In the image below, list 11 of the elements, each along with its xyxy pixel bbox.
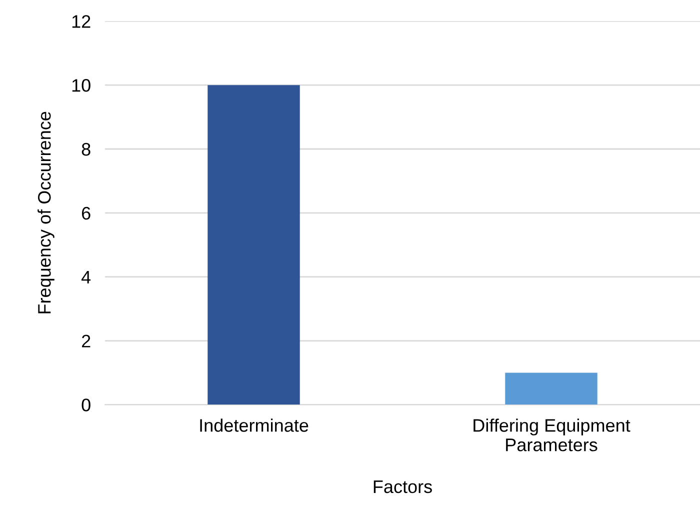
- x-tick-label: Indeterminate: [200, 418, 308, 432]
- y-tick-label: 6: [82, 206, 90, 220]
- x-tick-label: Differing Equipment Parameters: [474, 418, 630, 452]
- x-axis-title: Factors: [374, 480, 432, 494]
- y-tick-label: 8: [82, 142, 90, 156]
- y-tick-label: 12: [72, 15, 90, 28]
- y-axis-title: Frequency of Occurrence: [38, 112, 54, 314]
- y-tick-label: 10: [72, 79, 90, 92]
- y-tick-label: 4: [81, 270, 91, 284]
- y-tick-label: 2: [82, 334, 90, 348]
- y-tick-label: 0: [82, 398, 90, 412]
